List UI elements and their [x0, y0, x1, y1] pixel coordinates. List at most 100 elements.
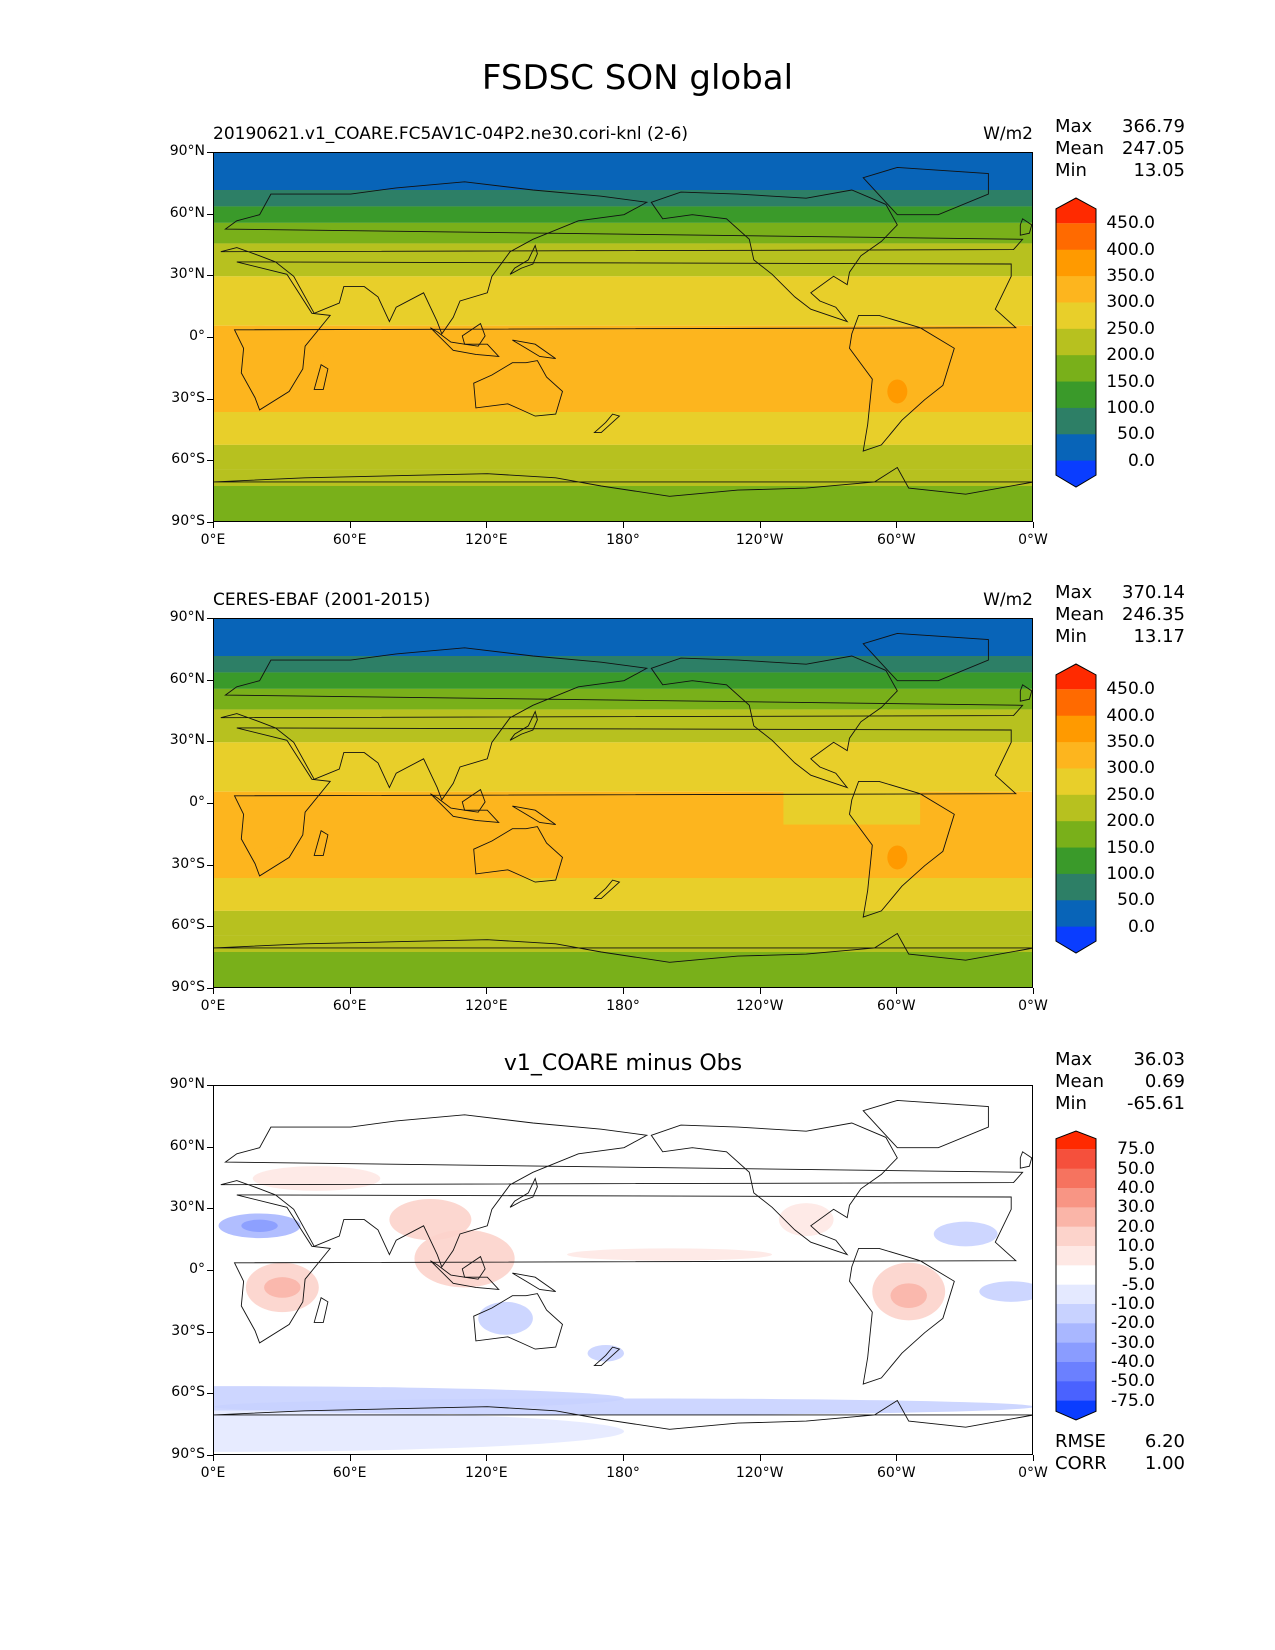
colorbar-tick-label: 0.0: [1127, 916, 1155, 937]
field-band: [214, 935, 1032, 952]
lat-tick-label: 30°S: [171, 389, 205, 406]
colorbar-segment: [1056, 768, 1096, 796]
field-band: [214, 469, 1032, 486]
lat-tick: [207, 1270, 213, 1271]
lat-tick-label: 0°: [189, 328, 205, 344]
colorbar-tick-label: 50.0: [1117, 1158, 1155, 1179]
field-patch: [587, 1345, 624, 1362]
figure-title: FSDSC SON global: [481, 58, 794, 98]
coastline-australia: [473, 360, 564, 417]
coastline-madagascar: [313, 364, 329, 390]
coastline-antarctica: [214, 466, 1032, 497]
stat-value: 246.35: [1122, 604, 1185, 625]
lat-tick: [207, 926, 213, 928]
lat-tick: [207, 741, 213, 743]
colorbar-segment: [1056, 1304, 1096, 1324]
field-patch: [214, 1398, 1032, 1415]
colorbar-segment: [1056, 1381, 1096, 1402]
field-band: [214, 190, 1032, 207]
coastline-antarctica: [214, 932, 1032, 963]
lat-tick: [207, 1393, 213, 1395]
lon-tick-label: 0°W: [1018, 1465, 1048, 1481]
lon-tick: [486, 988, 488, 994]
lon-tick: [623, 1455, 624, 1461]
map-canvas: [214, 619, 1032, 987]
stat-row: CORR 1.00: [1055, 1453, 1185, 1475]
stat-name: Mean: [1055, 138, 1105, 159]
lat-tick: [207, 864, 213, 866]
lon-tick-label: 0°E: [200, 1465, 226, 1481]
lon-tick-label: 180°: [606, 532, 640, 548]
coastline-uk: [1019, 218, 1032, 236]
coastline-indonesia: [430, 793, 500, 824]
field-patch: [414, 1229, 515, 1288]
lat-tick-label: 90°N: [169, 609, 205, 625]
coastline-uk: [1019, 684, 1032, 702]
field-patch: [389, 1199, 472, 1241]
colorbar-segment: [1056, 873, 1096, 901]
stat-value: 0.69: [1144, 1071, 1185, 1092]
lat-tick-label: 30°N: [169, 266, 205, 283]
lon-tick-label: 120°E: [465, 998, 508, 1014]
lat-tick: [207, 275, 213, 277]
field-band: [214, 243, 1032, 277]
lon-tick: [349, 988, 351, 994]
colorbar-segment: [1056, 249, 1096, 277]
coastline-samerica: [849, 780, 955, 918]
stat-row: Min 13.17: [1055, 626, 1185, 648]
field-band: [214, 301, 1032, 326]
colorbar-extend-min: [1056, 926, 1096, 953]
lat-tick: [207, 679, 213, 681]
lon-tick-label: 60°W: [876, 532, 916, 548]
lat-tick-label: 30°N: [169, 1199, 205, 1216]
coastline-africa: [233, 1194, 1017, 1344]
coastline-greenland: [862, 1099, 989, 1149]
colorbar-segment: [1056, 302, 1096, 330]
colorbar-segment: [1056, 276, 1096, 303]
field-patch: [264, 1277, 301, 1298]
colorbar-tick-label: 50.0: [1117, 424, 1155, 445]
field-band: [214, 486, 1032, 521]
colorbar-tick-label: 200.0: [1106, 811, 1155, 832]
field-patch: [933, 1221, 998, 1247]
lat-tick: [207, 1331, 213, 1333]
colorbar-tick-label: 40.0: [1117, 1178, 1155, 1198]
field-band: [214, 767, 1032, 792]
stat-name: Min: [1055, 160, 1087, 181]
coastline-greenland: [862, 166, 989, 216]
coastline-eurasia: [220, 181, 1024, 335]
coastline-eurasia: [220, 647, 1024, 801]
lon-tick: [896, 522, 898, 528]
colorbar-segment: [1056, 821, 1096, 849]
lat-tick: [207, 1146, 213, 1148]
colorbar-segment: [1056, 1362, 1096, 1382]
lat-tick-label: 60°N: [169, 670, 205, 687]
colorbar-extend-max: [1056, 1131, 1096, 1150]
coastline-indonesia: [430, 1260, 500, 1291]
colorbar-tick-label: 300.0: [1106, 758, 1155, 779]
lon-tick: [759, 522, 761, 528]
coastline-madagascar: [313, 830, 329, 856]
map-canvas: [214, 1086, 1032, 1454]
coastline-newguinea: [512, 805, 556, 826]
colorbar-segment: [1056, 407, 1096, 435]
lat-tick-label: 90°N: [169, 143, 205, 159]
field-band: [214, 878, 1032, 911]
colorbar-tick-label: -30.0: [1111, 1332, 1155, 1353]
lon-tick-label: 60°E: [332, 532, 367, 548]
coastline-namerica: [650, 1122, 898, 1256]
lon-tick: [896, 1455, 898, 1461]
coastlines: [214, 632, 1032, 963]
coastline-newzealand: [593, 1346, 621, 1367]
coastline-samerica: [849, 314, 955, 452]
map-canvas: [214, 153, 1032, 521]
colorbar-tick-label: 350.0: [1106, 266, 1155, 287]
lat-tick-label: 90°S: [171, 1446, 205, 1462]
stat-row: RMSE 6.20: [1055, 1431, 1185, 1453]
colorbar-segment: [1056, 355, 1096, 383]
lon-tick-label: 0°W: [1018, 998, 1048, 1014]
field-patch: [887, 845, 908, 870]
colorbar-tick-label: 100.0: [1106, 397, 1155, 418]
lat-tick-label: 0°: [189, 1261, 205, 1277]
lat-tick-label: 90°S: [171, 979, 205, 995]
